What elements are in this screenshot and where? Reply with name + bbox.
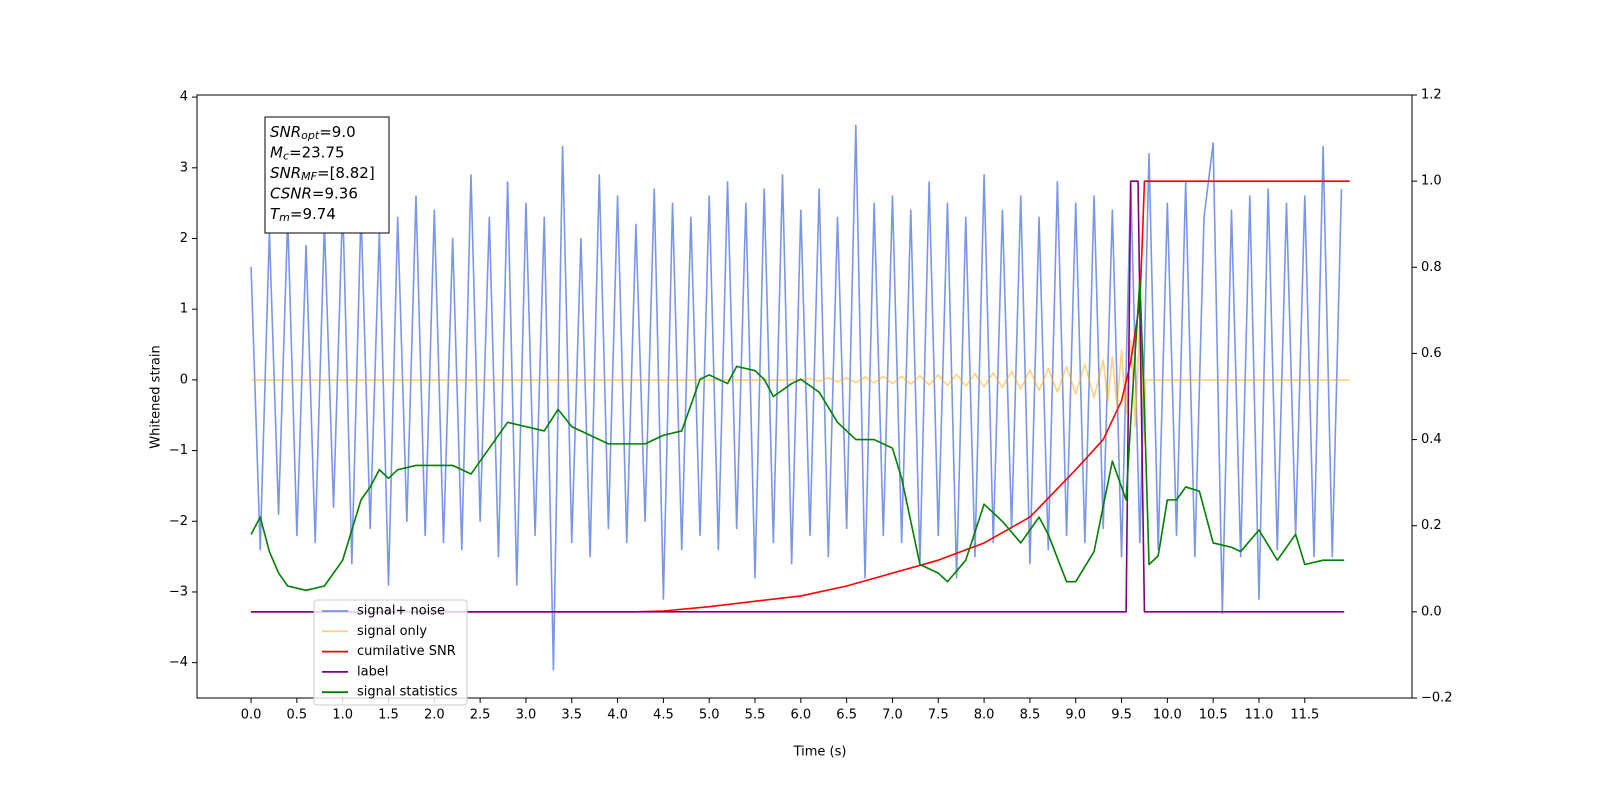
x-tick-label: 2.0	[424, 708, 445, 723]
legend-frame	[313, 599, 468, 706]
y-tick-label: −3	[169, 584, 188, 599]
x-tick-label: 11.0	[1245, 708, 1274, 723]
annotation-sub: c	[283, 150, 289, 163]
y2-tick-label: 1.2	[1421, 88, 1442, 103]
annotation-base: M	[270, 143, 283, 161]
annotation-sub: m	[279, 211, 290, 224]
y-axis-label: Whitened strain	[149, 345, 164, 448]
x-tick-label: 0.5	[287, 708, 308, 723]
y-tick-label: 0	[180, 372, 188, 387]
annotation-base: SNR	[270, 123, 301, 141]
y-tick-label: 2	[180, 231, 188, 246]
annotation-text: Mc=23.75	[270, 143, 345, 163]
annotation-base: CSNR	[270, 184, 312, 202]
annotation-box	[264, 116, 390, 234]
x-tick-label: 7.0	[882, 708, 903, 723]
x-tick-label: 10.5	[1199, 708, 1228, 723]
y2-tick-label: 0.0	[1421, 604, 1442, 619]
y-tick-label: 3	[180, 160, 188, 175]
y2-tick-label: 0.4	[1421, 432, 1442, 447]
y-tick-label: −4	[169, 655, 188, 670]
series-line	[251, 322, 1350, 445]
y-tick-label: −2	[169, 514, 188, 529]
y-tick-label: 1	[180, 302, 188, 317]
y2-tick-label: 0.2	[1421, 518, 1442, 533]
annotation-text: SNRMF=[8.82]	[270, 164, 375, 184]
annotation-rest: =[8.82]	[317, 164, 375, 182]
legend-label: cumilative SNR	[357, 644, 456, 659]
y-tick-label: −1	[169, 443, 188, 458]
x-tick-label: 4.0	[607, 708, 628, 723]
x-tick-label: 6.0	[790, 708, 811, 723]
annotation-text: CSNR=9.36	[270, 184, 358, 202]
x-axis-label: Time (s)	[793, 745, 847, 760]
y2-tick-label: 0.8	[1421, 260, 1442, 275]
annotation-base: SNR	[270, 164, 301, 182]
series-line	[251, 180, 1345, 613]
x-tick-label: 8.5	[1020, 708, 1041, 723]
y2-tick-label: 0.6	[1421, 346, 1442, 361]
x-tick-label: 1.0	[332, 708, 353, 723]
annotation-rest: =23.75	[289, 143, 345, 161]
legend-label: signal statistics	[357, 685, 458, 700]
x-tick-label: 8.0	[974, 708, 995, 723]
x-tick-label: 5.0	[699, 708, 720, 723]
annotation-sub: opt	[301, 129, 320, 142]
x-tick-label: 7.5	[928, 708, 949, 723]
annotation-base: T	[270, 205, 281, 223]
x-tick-label: 10.0	[1153, 708, 1182, 723]
x-tick-label: 3.5	[561, 708, 582, 723]
annotation-rest: =9.36	[312, 184, 358, 202]
y2-tick-label: 1.0	[1421, 174, 1442, 189]
legend-label: signal+ noise	[357, 604, 445, 619]
x-tick-label: 0.0	[241, 708, 262, 723]
series-line	[250, 279, 1345, 592]
x-tick-label: 6.5	[836, 708, 857, 723]
annotation-sub: MF	[301, 170, 317, 183]
annotation-text: Tm=9.74	[270, 205, 336, 225]
y2-tick-label: −0.2	[1421, 691, 1453, 706]
x-tick-label: 3.0	[516, 708, 537, 723]
y-tick-label: 4	[180, 90, 188, 105]
x-tick-label: 4.5	[653, 708, 674, 723]
series-line	[250, 124, 1343, 671]
annotation-rest: =9.0	[319, 123, 355, 141]
x-tick-label: 9.0	[1065, 708, 1086, 723]
x-tick-label: 9.5	[1111, 708, 1132, 723]
x-tick-label: 11.5	[1290, 708, 1319, 723]
legend-label: label	[357, 664, 388, 679]
annotation-text: SNRopt=9.0	[270, 123, 356, 143]
x-tick-label: 1.5	[378, 708, 399, 723]
x-tick-label: 5.5	[745, 708, 766, 723]
x-tick-label: 2.5	[470, 708, 491, 723]
legend-label: signal only	[357, 624, 427, 639]
axes-frame	[196, 94, 1413, 699]
annotation-rest: =9.74	[290, 205, 336, 223]
